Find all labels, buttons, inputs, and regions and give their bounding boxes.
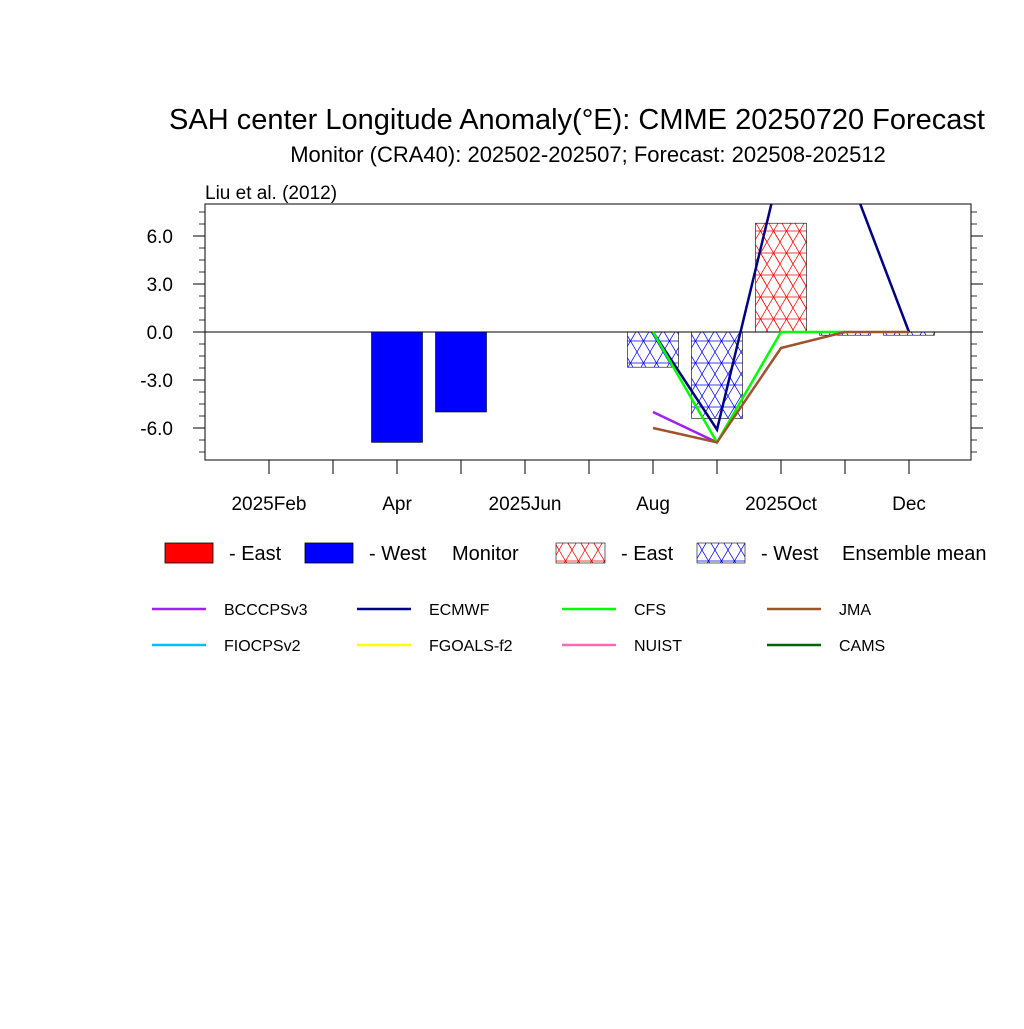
legend-series-label: BCCCPSv3: [224, 602, 308, 619]
legend-series-label: NUIST: [634, 638, 682, 655]
x-tick-label: Apr: [382, 494, 412, 515]
ensemble-bar: [755, 222, 807, 333]
legend-label: Monitor: [452, 543, 519, 565]
legend: - East - West Monitor - East - West Ensemble …: [152, 542, 987, 655]
chart-subtitle: Monitor (CRA40): 202502-202507; Forecast…: [290, 142, 886, 167]
monitor-bar: [435, 331, 487, 413]
y-tick-label: 6.0: [147, 227, 173, 248]
legend-series-label: CFS: [634, 602, 666, 619]
legend-label: - West: [761, 543, 819, 565]
chart-title: SAH center Longitude Anomaly(°E): CMME 2…: [169, 104, 985, 136]
legend-series-label: CAMS: [839, 638, 885, 655]
series-line-bcccpsv3: [652, 410, 718, 444]
y-tick-label: -3.0: [140, 371, 173, 392]
x-tick-label: 2025Oct: [745, 494, 818, 515]
legend-swatch-hatched: [696, 542, 746, 564]
legend-label: - West: [369, 543, 427, 565]
x-tick-label: 2025Feb: [231, 494, 306, 515]
series-line-cfs: [651, 330, 845, 445]
monitor-bar: [371, 331, 423, 443]
axes-layer: -6.0 -3.0 0.0 3.0 6.0 2025Feb Apr 2025Jun Aug 202…: [140, 211, 983, 515]
legend-swatch-solid: [164, 542, 214, 564]
x-tick-label: 2025Jun: [489, 494, 562, 515]
legend-series-label: ECMWF: [429, 602, 490, 619]
legend-swatch-solid: [304, 542, 354, 564]
legend-series-label: FIOCPSv2: [224, 638, 301, 655]
model-lines-layer: [651, 204, 911, 445]
series-line-jma: [652, 330, 909, 444]
legend-swatch-hatched: [555, 542, 606, 564]
y-tick-label: 3.0: [147, 275, 173, 296]
ensemble-bar: [691, 331, 743, 419]
y-tick-label: -6.0: [140, 419, 173, 440]
legend-label: Ensemble mean: [842, 543, 987, 565]
y-tick-label: 0.0: [147, 323, 173, 344]
legend-label: - East: [621, 543, 674, 565]
legend-label: - East: [229, 543, 282, 565]
x-tick-label: Aug: [636, 494, 670, 515]
chart-reference: Liu et al. (2012): [205, 183, 337, 204]
legend-series-label: FGOALS-f2: [429, 638, 513, 655]
legend-series-label: JMA: [839, 602, 871, 619]
x-tick-label: Dec: [892, 494, 926, 515]
series-line-ecmwf: [651, 204, 911, 433]
